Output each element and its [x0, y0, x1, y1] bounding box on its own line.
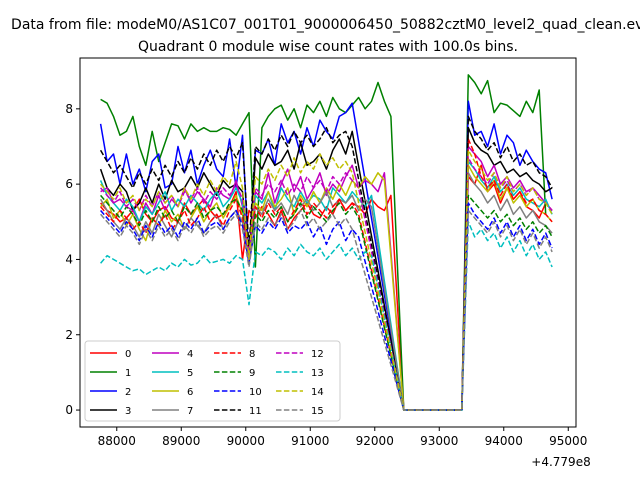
axes-frame: [79, 57, 577, 428]
series-line-13: [100, 221, 553, 411]
x-tick-label: 88000: [98, 434, 136, 448]
x-tick-label: 90000: [227, 434, 265, 448]
legend-box: [84, 340, 341, 422]
legend-label-15: 15: [311, 406, 324, 417]
legend-label-2: 2: [125, 387, 131, 398]
x-tick-label: 91000: [291, 434, 329, 448]
series-line-0: [100, 164, 553, 411]
legend-label-6: 6: [187, 387, 193, 398]
x-tick-label: 94000: [485, 434, 523, 448]
legend-label-13: 13: [311, 368, 324, 379]
x-axis: 88000 89000 90000 91000 92000 93000 94000 95000: [98, 427, 587, 448]
y-tick-label: 0: [65, 403, 73, 417]
x-tick-label: 95000: [549, 434, 587, 448]
legend-label-14: 14: [311, 387, 324, 398]
legend-label-4: 4: [187, 349, 193, 360]
series-line-10: [100, 202, 553, 411]
series-line-1: [100, 74, 547, 411]
y-tick-label: 6: [65, 177, 73, 191]
x-tick-label: 92000: [356, 434, 394, 448]
series-line-15: [100, 209, 553, 411]
legend-label-12: 12: [311, 349, 324, 360]
figure-suptitle: Data from file: modeM0/AS1C07_001T01_900…: [11, 17, 640, 33]
legend-label-7: 7: [187, 406, 193, 417]
chart-title: Quadrant 0 module wise count rates with …: [138, 39, 518, 55]
series-line-14: [100, 149, 553, 411]
legend-label-5: 5: [187, 368, 193, 379]
y-tick-label: 8: [65, 102, 73, 116]
series-line-12: [100, 157, 553, 411]
series-line-11: [99, 115, 553, 411]
legend-label-8: 8: [249, 349, 255, 360]
y-tick-label: 4: [65, 252, 73, 266]
legend-label-0: 0: [125, 349, 131, 360]
x-offset-label: +4.779e8: [531, 455, 590, 469]
legend-label-3: 3: [125, 406, 131, 417]
series-line-3: [99, 126, 553, 411]
series-line-6: [100, 164, 553, 411]
series-line-9: [100, 194, 553, 411]
x-tick-label: 93000: [420, 434, 458, 448]
series-line-8: [100, 138, 553, 411]
y-axis: 0 2 4 6 8: [65, 102, 80, 417]
x-tick-label: 89000: [162, 434, 200, 448]
y-tick-label: 2: [65, 328, 73, 342]
legend-label-1: 1: [125, 368, 131, 379]
legend-label-9: 9: [249, 368, 255, 379]
legend-label-11: 11: [249, 406, 262, 417]
plot-lines: [99, 74, 553, 411]
legend-label-10: 10: [249, 387, 262, 398]
